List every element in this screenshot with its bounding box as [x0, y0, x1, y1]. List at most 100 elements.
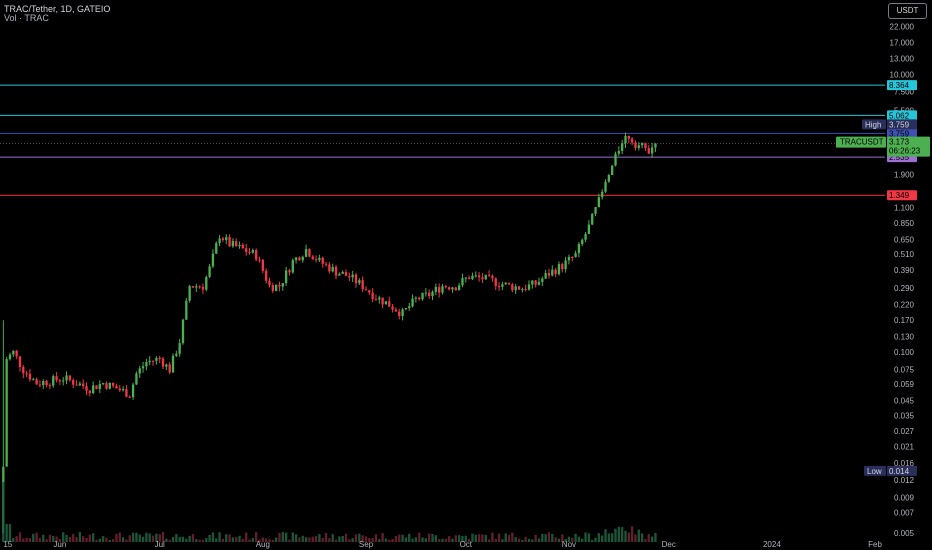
candle-body: [62, 380, 65, 382]
volume-bar: [241, 538, 245, 542]
candle-body: [331, 266, 334, 272]
volume-bar: [101, 536, 105, 542]
candle-body: [35, 379, 38, 385]
y-tick-label: 7.500: [894, 88, 915, 97]
candle-body: [25, 373, 28, 375]
volume-bar: [434, 535, 438, 542]
candle-body: [471, 275, 474, 280]
y-tick-label: 0.290: [894, 284, 915, 293]
candle-body: [258, 259, 261, 261]
volume-bar: [491, 532, 494, 542]
volume-bar: [594, 537, 597, 542]
volume-bar: [225, 534, 228, 542]
volume-bar: [238, 535, 241, 542]
candle-body: [291, 260, 294, 273]
candle-body: [235, 241, 238, 247]
candle-body: [358, 280, 361, 284]
volume-bar: [85, 537, 88, 542]
volume-bar: [318, 534, 321, 542]
volume-bar: [354, 534, 358, 542]
volume-bar: [351, 538, 354, 542]
volume-bar: [78, 532, 82, 542]
high-price: 3.759: [889, 120, 910, 129]
candle-body: [447, 287, 451, 290]
currency-button[interactable]: USDT: [888, 3, 927, 19]
candle-body: [371, 292, 374, 300]
candle-body: [274, 284, 278, 291]
candle-body: [255, 250, 258, 260]
candle-body: [364, 289, 368, 291]
candle-body: [248, 251, 251, 253]
candle-body: [544, 273, 547, 279]
volume-bar: [8, 524, 12, 542]
candle-body: [185, 300, 188, 320]
candle-body: [587, 224, 591, 234]
candle-body: [481, 277, 484, 280]
volume-bar: [201, 539, 205, 542]
candle-body: [584, 233, 587, 240]
candle-body: [531, 280, 534, 285]
volume-bar: [271, 539, 274, 542]
candle-body: [311, 256, 314, 260]
volume-bar: [274, 537, 278, 542]
volume-bar: [62, 532, 65, 542]
candle-body: [398, 311, 401, 316]
candle-body: [554, 269, 557, 275]
volume-bar: [324, 533, 328, 542]
candle-body: [617, 150, 620, 154]
volume-bar: [521, 539, 524, 542]
volume-bar: [291, 532, 294, 542]
volume-bar: [111, 539, 115, 542]
volume-bar: [308, 537, 311, 542]
symbol-tag: TRACUSDT: [840, 138, 884, 147]
volume-bar: [484, 534, 487, 542]
volume-bar: [647, 534, 650, 542]
volume-bar: [394, 536, 398, 542]
low-label-bg: [864, 465, 886, 476]
volume-bar: [514, 537, 517, 542]
volume-bar: [278, 533, 281, 542]
volume-bar: [527, 538, 531, 542]
candle-body: [68, 375, 72, 381]
candle-body: [88, 390, 91, 394]
candle-body: [521, 288, 524, 290]
x-tick-label: Oct: [460, 540, 473, 549]
candle-body: [208, 266, 211, 277]
y-tick-label: 0.170: [894, 316, 915, 325]
candle-body: [594, 207, 597, 214]
candle-body: [477, 275, 481, 278]
volume-bar: [261, 537, 265, 542]
candle-body: [457, 285, 461, 291]
volume-bar: [611, 533, 614, 542]
volume-bar: [215, 538, 218, 542]
candle-body: [574, 253, 577, 258]
volume-bar: [348, 539, 351, 542]
volume-bar: [424, 538, 428, 542]
volume-bar: [467, 539, 471, 542]
candle-body: [308, 249, 311, 257]
candle-body: [497, 286, 501, 288]
candle-body: [65, 375, 68, 381]
volume-bar: [344, 533, 348, 542]
candle-body: [225, 237, 228, 241]
candle-body: [368, 290, 371, 293]
low-label: Low: [867, 467, 882, 476]
volume-bar: [481, 534, 484, 542]
y-tick-label: 0.100: [894, 348, 915, 357]
candle-body: [541, 278, 544, 282]
volume-bar: [304, 537, 308, 542]
y-tick-label: 0.510: [894, 250, 915, 259]
volume-bar: [55, 536, 58, 542]
candle-body: [424, 292, 428, 294]
volume-bar: [358, 533, 361, 542]
candle-body: [431, 291, 434, 297]
volume-bar: [461, 535, 464, 542]
y-tick-label: 0.016: [894, 459, 915, 468]
volume-bar: [587, 533, 591, 542]
y-tick-label: 0.021: [894, 442, 915, 451]
candle-body: [557, 264, 561, 275]
candle-body: [171, 355, 175, 373]
candle-body: [581, 239, 584, 245]
candle-body: [101, 383, 105, 385]
